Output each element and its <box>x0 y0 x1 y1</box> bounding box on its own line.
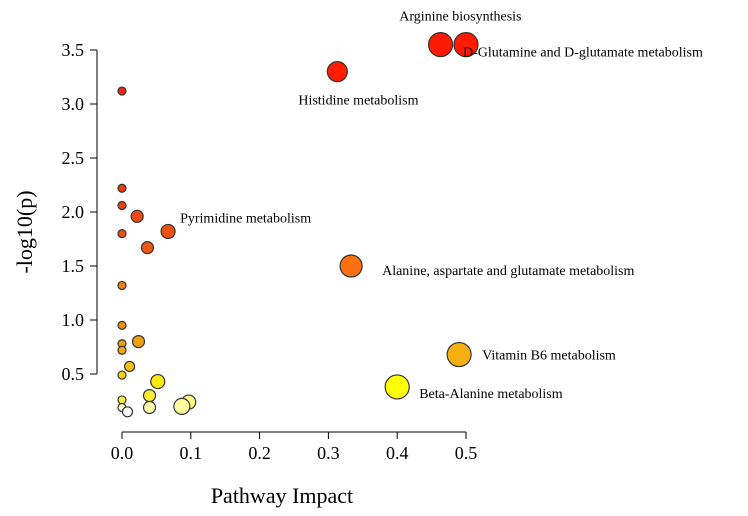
x-tick-label: 0.5 <box>455 443 478 463</box>
data-point <box>446 341 472 368</box>
data-point <box>384 374 410 400</box>
data-point <box>117 86 127 96</box>
data-point <box>117 370 127 380</box>
y-tick-label: 3.5 <box>62 40 85 60</box>
y-tick-label: 1.5 <box>62 256 85 276</box>
x-tick-label: 0.2 <box>248 443 271 463</box>
data-point <box>117 200 127 211</box>
point-annotation-label: Vitamin B6 metabolism <box>482 349 616 364</box>
data-points <box>117 31 479 418</box>
data-point <box>339 254 363 278</box>
y-tick-label: 2.5 <box>62 148 85 168</box>
point-annotation-label: Histidine metabolism <box>298 94 418 109</box>
x-axis-label: Pathway Impact <box>211 483 353 508</box>
data-point <box>117 280 127 291</box>
data-point <box>427 31 454 58</box>
data-point <box>160 223 176 240</box>
point-annotations: Arginine biosynthesis D-Glutamine and D-g… <box>180 10 703 402</box>
data-point <box>117 395 127 405</box>
y-tick-label: 1.0 <box>62 310 85 330</box>
data-point <box>326 60 348 83</box>
x-tick-label: 0.1 <box>180 443 203 463</box>
data-point <box>150 373 166 390</box>
data-point <box>117 320 127 330</box>
data-point <box>142 400 157 415</box>
y-axis-label: -log10(p) <box>12 190 37 273</box>
data-point <box>131 335 146 349</box>
y-axis-ticks: 0.5 1.0 1.5 2.0 2.5 3.0 3.5 <box>62 40 97 384</box>
data-point <box>130 209 144 223</box>
point-annotation-label: Alanine, aspartate and glutamate metabol… <box>382 264 634 279</box>
data-point <box>121 406 134 418</box>
data-point <box>117 345 127 355</box>
x-axis-ticks: 0.0 0.1 0.2 0.3 0.4 0.5 <box>111 432 478 463</box>
data-point <box>123 360 136 373</box>
data-point <box>173 397 191 415</box>
point-annotation-label: Pyrimidine metabolism <box>180 211 311 226</box>
data-point <box>142 389 157 403</box>
x-tick-label: 0.3 <box>317 443 340 463</box>
data-point <box>117 183 127 193</box>
y-tick-label: 2.0 <box>62 202 85 222</box>
y-tick-label: 0.5 <box>62 364 85 384</box>
data-point <box>453 31 479 58</box>
x-tick-label: 0.0 <box>111 443 134 463</box>
point-annotation-label: Beta-Alanine metabolism <box>419 387 563 402</box>
data-point <box>117 229 127 239</box>
point-annotation-label: Arginine biosynthesis <box>399 10 521 25</box>
data-point <box>140 241 155 255</box>
x-tick-label: 0.4 <box>386 443 409 463</box>
y-tick-label: 3.0 <box>62 94 85 114</box>
point-annotation-label: D-Glutamine and D-glutamate metabolism <box>463 46 703 61</box>
